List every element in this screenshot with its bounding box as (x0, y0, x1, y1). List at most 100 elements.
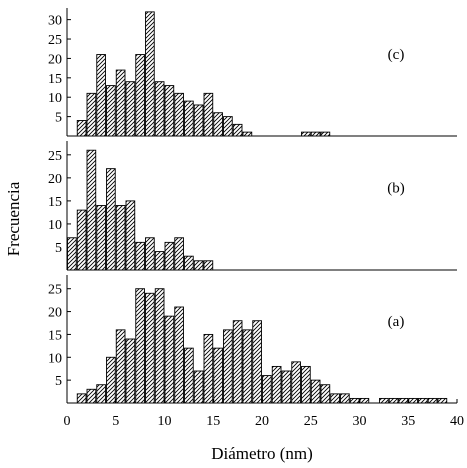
x-tick-label: 40 (450, 414, 464, 429)
y-tick-label: 15 (48, 195, 62, 210)
histogram-bar (184, 100, 194, 137)
histogram-bar (174, 306, 184, 404)
histogram-bar (291, 361, 301, 404)
histogram-bar (301, 131, 311, 137)
histogram-bar (145, 11, 155, 137)
histogram-bar (164, 315, 175, 404)
x-tick-label: 5 (112, 414, 119, 429)
histogram-bar (252, 320, 262, 404)
histogram-bar (418, 397, 428, 404)
histogram-bar (408, 397, 418, 404)
y-tick-label: 10 (48, 91, 62, 106)
histogram-bar (398, 397, 409, 404)
histogram-bar (106, 85, 116, 137)
y-tick-label: 25 (48, 283, 62, 298)
x-axis: 0 5 10 15 20 25 30 35 40 (64, 399, 464, 429)
histogram-bar (203, 333, 214, 404)
histogram-bar (125, 338, 136, 404)
histogram-bar (125, 200, 136, 271)
y-tick-label: 5 (55, 374, 62, 389)
histogram-bar (174, 237, 184, 271)
y-axis-title: Frecuencia (4, 181, 23, 256)
x-tick-label: 15 (206, 414, 220, 429)
panel-2: 5 10 15 20 25 (a) (48, 275, 457, 404)
panels-group: 5 10 15 20 25 30 (c) 5 10 15 20 25 (b) 5 10 15 20 25 (a) (48, 8, 457, 404)
y-tick-label: 25 (48, 33, 62, 48)
histogram-bar (203, 92, 214, 137)
histogram-bar (164, 85, 175, 137)
histogram-bar (96, 384, 106, 404)
histogram-bar (349, 397, 360, 404)
y-tick-label: 25 (48, 149, 62, 164)
histogram-bar (76, 393, 87, 404)
histogram-bar (437, 397, 448, 404)
histogram-bar (86, 92, 97, 137)
y-tick-label: 20 (48, 172, 62, 187)
histogram-bar (301, 365, 311, 404)
histogram-bar (232, 123, 243, 137)
histogram-bar (135, 288, 145, 404)
histogram-bar (106, 356, 116, 404)
histogram-bar (106, 168, 116, 271)
histogram-bar (320, 384, 331, 404)
panel-label: (b) (387, 181, 405, 197)
panel-0: 5 10 15 20 25 30 (c) (48, 8, 457, 137)
panel-label: (c) (388, 47, 405, 63)
histogram-bar (86, 149, 97, 271)
x-tick-label: 10 (158, 414, 172, 429)
y-tick-label: 5 (55, 241, 62, 256)
histogram-bar (388, 397, 399, 404)
panel-label: (a) (388, 314, 405, 330)
y-tick-label: 10 (48, 351, 62, 366)
histogram-bar (223, 116, 233, 137)
histogram-bar (135, 54, 145, 137)
histogram-bar (184, 255, 194, 271)
histogram-bar (203, 260, 214, 271)
histogram-bar (223, 329, 233, 404)
histogram-bar (320, 131, 331, 137)
y-tick-label: 30 (48, 14, 62, 29)
x-tick-label: 0 (64, 414, 71, 429)
histogram-bar (154, 81, 165, 137)
histogram-bar (340, 393, 350, 404)
histogram-bar (145, 237, 155, 271)
histogram-bar (96, 205, 106, 271)
histogram-bar (86, 388, 97, 404)
histogram-bar (76, 120, 87, 137)
y-tick-label: 20 (48, 52, 62, 67)
histogram-bar (154, 251, 165, 271)
histogram-bar (330, 393, 340, 404)
histogram-bar (271, 365, 282, 404)
histogram-bar (76, 209, 87, 271)
x-tick-label: 35 (401, 414, 415, 429)
y-tick-label: 10 (48, 218, 62, 233)
histogram-bar (310, 379, 321, 404)
histogram-bar (213, 347, 223, 404)
histogram-bar (184, 347, 194, 404)
histogram-bar (145, 292, 155, 404)
y-tick-label: 15 (48, 72, 62, 87)
histogram-bar (193, 370, 204, 404)
histogram-bar (232, 320, 243, 404)
histogram-bar (164, 241, 175, 271)
x-tick-label: 25 (304, 414, 318, 429)
histogram-bar (125, 81, 136, 137)
histogram-bar (193, 260, 204, 271)
histogram-bar (242, 131, 253, 137)
histogram-bar (96, 54, 106, 137)
histogram-bar (174, 92, 184, 137)
x-tick-label: 20 (255, 414, 269, 429)
histogram-bar (115, 69, 126, 137)
histogram-bar (427, 397, 438, 404)
panel-1: 5 10 15 20 25 (b) (48, 141, 457, 271)
histogram-bar (193, 104, 204, 137)
x-axis-title: Diámetro (nm) (211, 444, 313, 463)
histogram-bar (310, 131, 321, 137)
histogram-bar (213, 112, 223, 137)
x-tick-label: 30 (353, 414, 367, 429)
histogram-bar (379, 397, 389, 404)
histogram-bar (359, 397, 370, 404)
histogram-bar (67, 237, 77, 271)
histogram-bar (115, 205, 126, 271)
